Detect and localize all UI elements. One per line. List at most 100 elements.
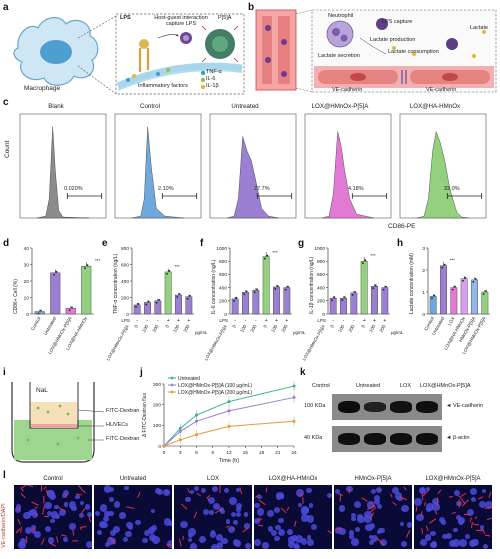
panel-a-schematic [13,13,245,95]
ve-cadherin-signal [72,539,79,542]
nucleus [399,521,404,526]
datapoint-e-5-b [189,294,191,297]
bar-xlabel-g-5: 200 [379,324,387,334]
nucleus [58,509,66,517]
nucleus [459,538,468,547]
ve-cadherin-signal [77,485,83,491]
bar-d-1 [50,272,61,315]
datapoint-e-4-b [178,293,181,295]
nucleus [108,496,114,502]
datapoint-f-1 [243,293,246,296]
nucleus [19,540,25,546]
nucleus [187,527,196,536]
ve-cadherin-label-2: VE-cadherin [426,87,457,93]
nucleus [484,500,492,509]
ve-cadherin-signal [26,485,33,488]
bar-f-0 [231,298,239,315]
lps-sign-f-0: - [234,318,236,324]
datapoint-d-1-b [55,270,58,273]
flow-title-blank: Blank [48,103,64,110]
lps-sign-e-1: - [147,318,149,324]
nucleus [157,488,164,495]
datapoint-g-2-b [354,290,356,293]
datapoint-f-0 [233,299,235,302]
nucleus [426,507,432,512]
ve-cadherin-signal [405,529,411,538]
bar-xlabel-g-3: 0 [360,324,366,329]
nucleus [482,488,487,493]
nucleus [287,540,296,548]
ve-cadherin-signal [40,537,45,546]
line-xtick-label: 18 [259,450,265,456]
panel-label-e: e [102,238,108,249]
bar-xlabel-f-4: 100 [270,324,278,334]
legend-marker-2 [170,390,174,394]
macrophage-label: Macrophage [24,85,61,92]
nucleus [439,517,446,524]
line-xtick-label: 15 [243,450,249,456]
datapoint-d-0 [37,312,40,315]
bar-ylabel-h: Lactate concentration (mM) [409,253,415,314]
nucleus [275,524,281,531]
nucleus [25,527,33,535]
nucleus [101,521,108,529]
bar-ytick-label-g: 200 [317,299,325,305]
ve-cadherin-signal [181,503,188,510]
flow-title-untreated: Untreated [231,103,259,110]
nucleus [209,510,214,515]
bar-ytick-label-h: 0 [422,312,425,318]
nucleus [327,493,332,498]
datapoint-g-1-b [343,296,346,299]
nucleus [203,509,210,516]
datapoint-d-3 [84,267,86,270]
nucleus [377,529,382,534]
blot-band-0-2 [390,401,412,413]
bar-ytick-label-f: 600 [219,272,227,278]
p5a-label: P[5]A [218,15,232,21]
nucleus [380,538,388,546]
panel-label-g: g [298,238,305,249]
nucleus [85,540,92,549]
bar-xlabel-f-1: 100 [239,324,247,334]
bar-ylabel-d: CD86+ Cell (%) [13,279,19,314]
bar-xlabel-g-0: 0 [329,324,335,329]
nucleus [44,502,52,510]
ve-cadherin-signal [484,534,491,537]
bar-e-2 [154,300,162,315]
panel-b-schematic [255,9,497,93]
nucleus [201,487,207,494]
ve-cadherin-signal [433,510,437,515]
lactate-secretion-label: Lactate secretion [318,53,360,59]
nucleus [188,532,194,538]
nucleus [364,515,373,523]
nucleus [464,534,470,540]
nucleus [69,523,76,530]
blot-band-0-0 [338,401,360,413]
bar-xlabel-e-4: 100 [172,324,180,334]
lps-sign-g-0: - [332,318,334,324]
nucleus [244,523,250,529]
datapoint-e-4 [176,296,179,298]
lps-sign-e-0: - [136,318,138,324]
significance-f: *** [272,250,278,255]
panel-label-l: l [3,470,6,481]
datapoint-h-3 [462,279,464,282]
nucleus [243,512,249,518]
flow-histograms [19,113,487,219]
ve-cadherin-signal [420,528,423,535]
datapoint-h-4 [472,281,475,283]
micro-image-untreated [94,485,172,549]
line-xtick-label: 6 [195,450,198,456]
bar-ytick-label-e: 200 [121,295,129,301]
nucleus [400,540,407,547]
ve-cadherin-signal [486,516,492,520]
bar-ytick-label-h: 2 [422,268,425,274]
protein-beta-actin: ◄ β-actin [446,435,470,441]
datapoint-g-4-b [374,284,377,287]
nucleus [189,543,198,549]
nucleus [306,538,314,547]
legend-label-0: Untreated [178,376,200,382]
lps-label-e: LPS [121,318,130,323]
lps-label-g: LPS [317,318,326,323]
lps-sign-e-2: - [157,318,159,324]
